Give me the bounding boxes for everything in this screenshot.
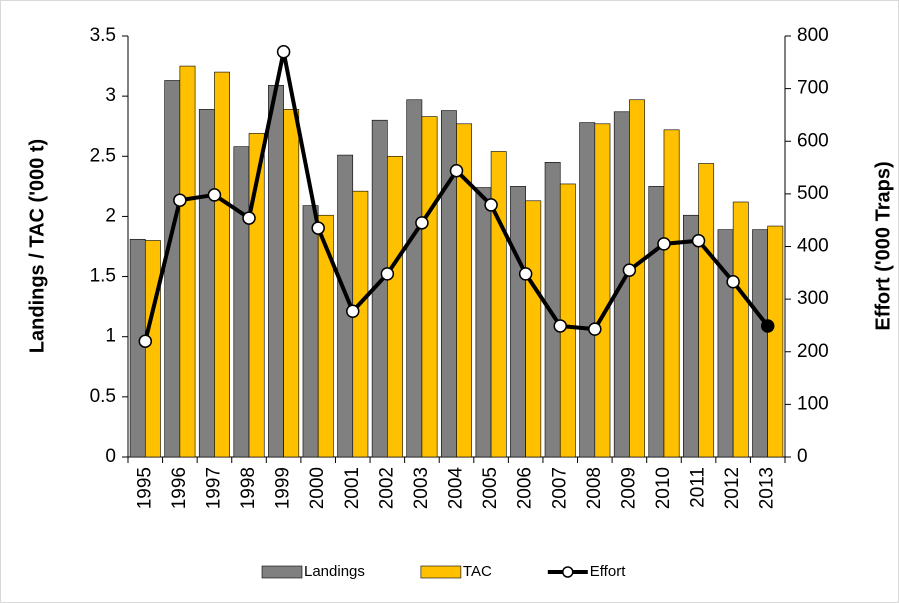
y2-tick-label: 0 bbox=[797, 446, 808, 467]
x-tick-label: 2000 bbox=[307, 467, 328, 509]
x-tick-label: 2003 bbox=[411, 467, 432, 509]
x-tick-label: 2006 bbox=[515, 467, 536, 509]
line-marker bbox=[311, 221, 325, 235]
bar bbox=[475, 187, 492, 458]
line-marker bbox=[380, 267, 395, 281]
y2-tick-label: 400 bbox=[797, 236, 829, 257]
bar bbox=[456, 123, 473, 458]
bar bbox=[698, 163, 715, 458]
y2-tick-label: 200 bbox=[797, 341, 829, 362]
bar bbox=[732, 201, 749, 458]
line-marker bbox=[760, 319, 775, 333]
bar bbox=[317, 214, 334, 458]
x-tick-label: 2008 bbox=[584, 467, 605, 509]
bar bbox=[490, 151, 507, 458]
line-marker bbox=[484, 198, 498, 212]
x-tick-label: 2005 bbox=[480, 467, 501, 509]
line-marker bbox=[173, 193, 187, 207]
bar bbox=[144, 240, 161, 458]
bar bbox=[233, 146, 250, 458]
bar bbox=[525, 200, 542, 458]
x-tick-label: 2009 bbox=[618, 467, 639, 509]
x-tick-label: 1998 bbox=[238, 467, 259, 509]
line-marker bbox=[415, 216, 429, 230]
line-marker bbox=[449, 163, 464, 178]
bar bbox=[164, 80, 181, 458]
x-tick-label: 2007 bbox=[549, 467, 570, 509]
bar bbox=[283, 109, 300, 458]
bar bbox=[579, 122, 596, 458]
y2-tick-label: 100 bbox=[797, 393, 829, 414]
y2-axis-title: Effort ('000 Traps) bbox=[872, 161, 894, 330]
x-tick-label: 2004 bbox=[446, 467, 467, 510]
bar bbox=[594, 123, 611, 458]
y2-tick-label: 300 bbox=[797, 288, 829, 309]
x-tick-label: 1995 bbox=[134, 467, 155, 509]
bar bbox=[302, 205, 319, 458]
y2-tick-label: 800 bbox=[797, 25, 829, 46]
y-tick-label: 0.5 bbox=[90, 386, 116, 407]
legend-swatch bbox=[420, 565, 462, 579]
bar bbox=[683, 214, 699, 458]
line-marker bbox=[553, 319, 567, 333]
y2-tick-label: 500 bbox=[797, 183, 829, 204]
bar bbox=[752, 229, 769, 458]
line-marker bbox=[207, 188, 222, 202]
bar bbox=[129, 238, 146, 458]
y-tick-label: 0 bbox=[105, 446, 116, 467]
bar bbox=[179, 65, 196, 458]
bar bbox=[440, 110, 457, 458]
bar bbox=[352, 190, 369, 458]
line-marker bbox=[691, 233, 706, 248]
bar bbox=[629, 99, 645, 458]
line-marker bbox=[346, 304, 360, 318]
x-tick-label: 1999 bbox=[273, 467, 294, 509]
bar bbox=[387, 155, 403, 458]
y-tick-label: 3.5 bbox=[90, 25, 116, 46]
bar bbox=[510, 186, 526, 458]
line-marker bbox=[726, 275, 740, 289]
bar bbox=[421, 116, 438, 458]
bar bbox=[268, 85, 284, 458]
legend-label: Effort bbox=[590, 563, 626, 580]
bar bbox=[406, 99, 423, 458]
line-marker bbox=[242, 211, 256, 225]
y-axis-title: Landings / TAC ('000 t) bbox=[26, 139, 48, 353]
x-tick-label: 2001 bbox=[342, 467, 363, 509]
line-marker bbox=[138, 334, 153, 348]
legend-marker bbox=[562, 566, 574, 578]
bar bbox=[648, 186, 665, 458]
legend-swatch bbox=[261, 565, 303, 579]
y-tick-label: 2.5 bbox=[90, 145, 116, 166]
line-marker bbox=[588, 322, 602, 336]
x-tick-label: 2012 bbox=[722, 467, 743, 509]
line-marker bbox=[657, 237, 671, 251]
legend-label: Landings bbox=[304, 563, 365, 580]
y-tick-label: 1.5 bbox=[90, 266, 116, 287]
line-marker bbox=[622, 263, 637, 277]
y-tick-label: 3 bbox=[105, 85, 116, 106]
line-marker bbox=[276, 45, 291, 59]
x-tick-label: 2002 bbox=[376, 467, 397, 509]
line-marker bbox=[518, 267, 533, 281]
x-tick-label: 2010 bbox=[653, 467, 674, 509]
bar bbox=[198, 109, 215, 458]
y-tick-label: 2 bbox=[105, 205, 116, 226]
legend-label: TAC bbox=[463, 563, 492, 580]
x-tick-label: 2013 bbox=[757, 467, 778, 509]
bar bbox=[663, 129, 680, 458]
bar bbox=[214, 71, 230, 458]
x-tick-label: 2011 bbox=[688, 467, 709, 508]
x-tick-label: 1996 bbox=[169, 467, 190, 509]
y-tick-label: 1 bbox=[105, 326, 116, 347]
bar bbox=[767, 225, 784, 458]
y2-tick-label: 600 bbox=[797, 130, 829, 151]
y2-tick-label: 700 bbox=[797, 78, 829, 99]
x-tick-label: 1997 bbox=[203, 467, 224, 509]
